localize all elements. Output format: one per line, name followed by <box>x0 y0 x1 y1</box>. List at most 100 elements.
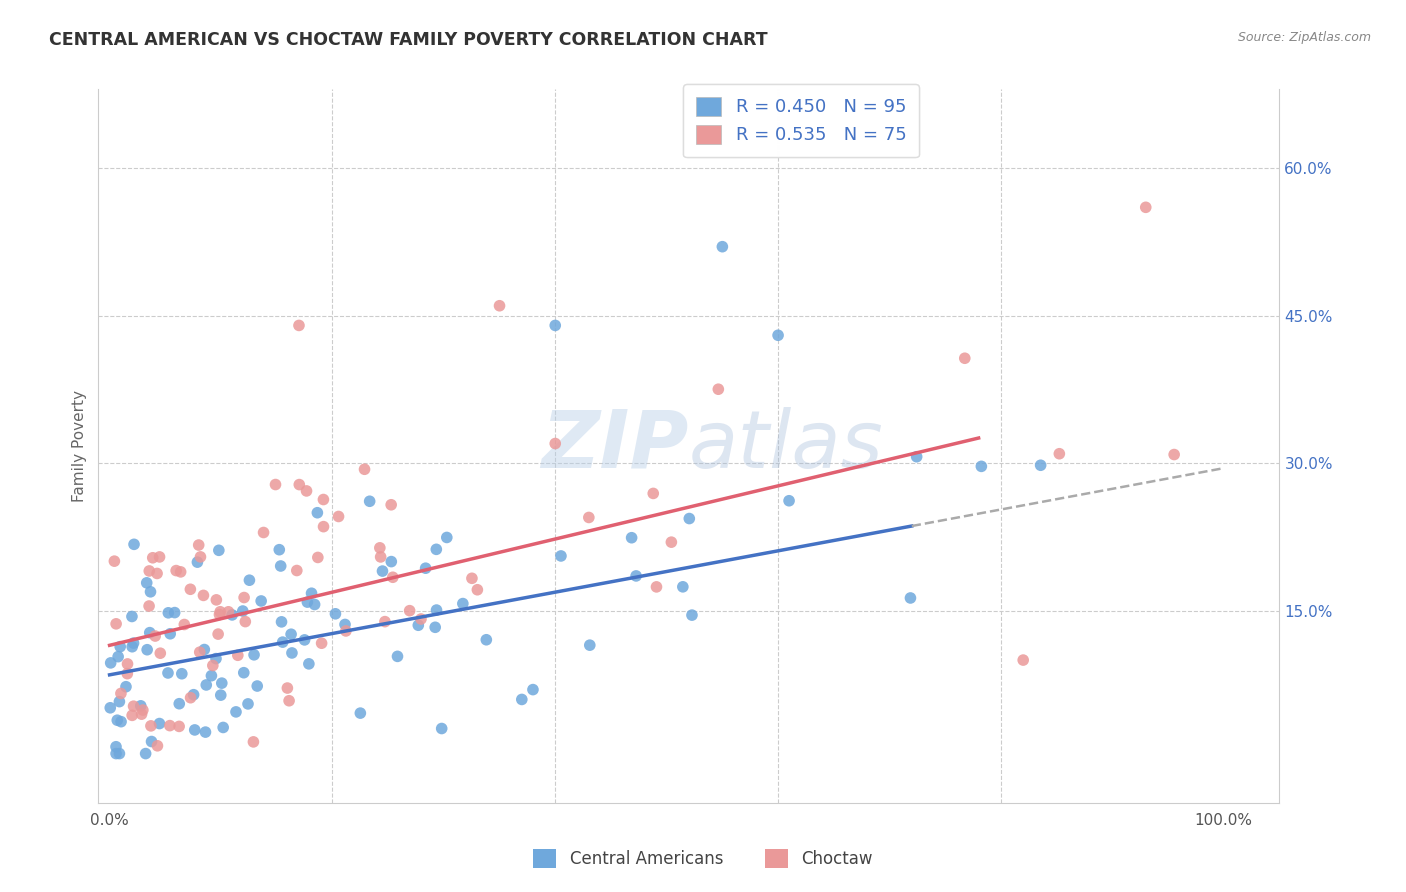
Point <box>510 692 533 706</box>
Point <box>1135 200 1157 214</box>
Point <box>117 666 139 681</box>
Point <box>212 721 235 735</box>
Point <box>173 617 195 632</box>
Point <box>122 699 145 714</box>
Point <box>141 734 163 748</box>
Legend: R = 0.450   N = 95, R = 0.535   N = 75: R = 0.450 N = 95, R = 0.535 N = 75 <box>683 84 920 157</box>
Point <box>349 706 371 720</box>
Point <box>170 666 193 681</box>
Point <box>200 669 222 683</box>
Point <box>159 718 181 732</box>
Point <box>243 648 266 662</box>
Point <box>461 571 484 585</box>
Point <box>129 698 152 713</box>
Point <box>121 708 143 723</box>
Point <box>467 582 489 597</box>
Point <box>270 615 292 629</box>
Point <box>271 635 294 649</box>
Point <box>180 690 202 705</box>
Point <box>105 713 128 727</box>
Point <box>301 586 323 600</box>
Point <box>135 747 157 761</box>
Point <box>187 538 209 552</box>
Point <box>353 462 375 476</box>
Point <box>620 531 643 545</box>
Point <box>312 519 335 533</box>
Point <box>953 351 976 366</box>
Point <box>905 450 928 464</box>
Point <box>578 638 600 652</box>
Point <box>335 624 357 638</box>
Point <box>415 561 437 575</box>
Point <box>208 607 231 622</box>
Point <box>288 318 311 333</box>
Point <box>307 506 329 520</box>
Point <box>193 588 215 602</box>
Point <box>146 739 169 753</box>
Point <box>288 477 311 491</box>
Point <box>370 549 392 564</box>
Point <box>110 686 132 700</box>
Point <box>325 607 347 621</box>
Point <box>183 688 205 702</box>
Point <box>184 723 207 737</box>
Point <box>201 658 224 673</box>
Point <box>100 656 122 670</box>
Point <box>672 580 695 594</box>
Point <box>121 640 143 654</box>
Text: CENTRAL AMERICAN VS CHOCTAW FAMILY POVERTY CORRELATION CHART: CENTRAL AMERICAN VS CHOCTAW FAMILY POVER… <box>49 31 768 49</box>
Point <box>312 492 335 507</box>
Point <box>238 573 260 587</box>
Point <box>1012 653 1035 667</box>
Point <box>108 640 131 654</box>
Point <box>163 606 186 620</box>
Point <box>139 584 162 599</box>
Point <box>209 605 232 619</box>
Point <box>294 632 316 647</box>
Point <box>371 564 394 578</box>
Point <box>132 703 155 717</box>
Point <box>195 678 218 692</box>
Point <box>436 531 458 545</box>
Point <box>159 627 181 641</box>
Point <box>311 636 333 650</box>
Text: atlas: atlas <box>689 407 884 485</box>
Point <box>233 615 256 629</box>
Point <box>138 599 160 613</box>
Point <box>236 697 259 711</box>
Point <box>225 705 247 719</box>
Y-axis label: Family Poverty: Family Poverty <box>72 390 87 502</box>
Point <box>148 716 170 731</box>
Point <box>232 665 254 680</box>
Point <box>522 682 544 697</box>
Point <box>135 575 157 590</box>
Point <box>190 549 212 564</box>
Point <box>139 719 162 733</box>
Point <box>105 616 128 631</box>
Point <box>107 649 129 664</box>
Point <box>242 735 264 749</box>
Point <box>139 625 162 640</box>
Point <box>298 657 321 671</box>
Point <box>165 564 187 578</box>
Point <box>544 436 567 450</box>
Point <box>157 606 180 620</box>
Point <box>425 603 447 617</box>
Point <box>179 582 201 597</box>
Point <box>900 591 922 605</box>
Text: Source: ZipAtlas.com: Source: ZipAtlas.com <box>1237 31 1371 45</box>
Point <box>115 680 138 694</box>
Point <box>233 591 256 605</box>
Point <box>108 695 131 709</box>
Point <box>194 725 217 739</box>
Point <box>333 617 356 632</box>
Point <box>297 595 319 609</box>
Point <box>122 537 145 551</box>
Point <box>167 697 190 711</box>
Point <box>1047 447 1070 461</box>
Point <box>368 541 391 555</box>
Point <box>169 565 191 579</box>
Point <box>544 318 567 333</box>
Point <box>488 299 510 313</box>
Point <box>409 612 432 626</box>
